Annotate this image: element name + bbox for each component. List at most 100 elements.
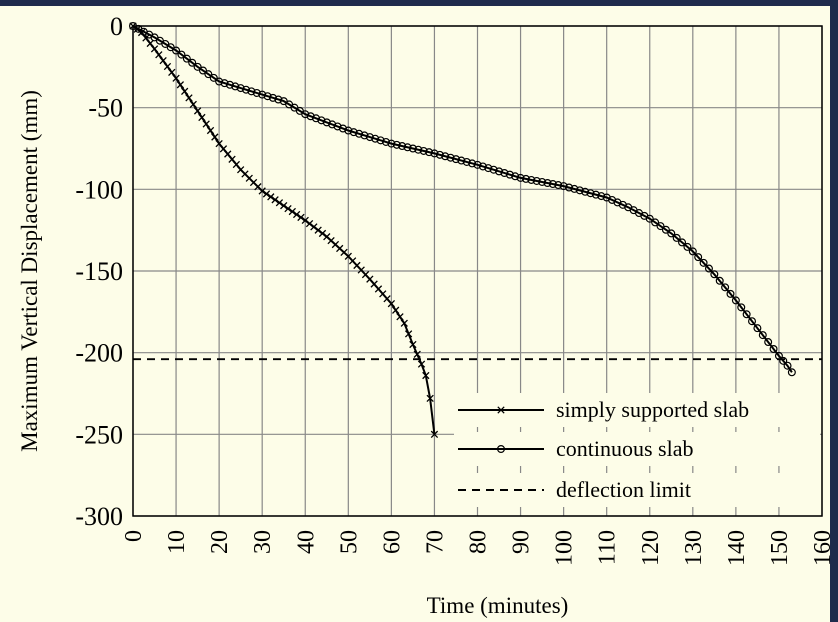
data-point	[764, 338, 773, 347]
data-point	[425, 148, 434, 157]
data-point	[678, 238, 687, 247]
x-tick-label: 20	[207, 530, 233, 554]
data-point	[398, 142, 407, 151]
data-point	[211, 133, 219, 141]
data-point	[758, 331, 767, 340]
data-point	[360, 131, 369, 140]
data-point	[318, 229, 327, 238]
data-point	[581, 187, 590, 196]
x-tick-label: 10	[164, 530, 190, 554]
y-axis-ticks: 0 -50 -100 -150 -200 -250 -300	[75, 12, 123, 531]
data-point	[258, 187, 266, 195]
data-point	[704, 264, 713, 273]
data-point	[365, 133, 374, 142]
data-point	[242, 85, 251, 94]
data-point	[468, 159, 477, 168]
data-point	[349, 128, 358, 137]
series-layer	[129, 22, 822, 438]
legend-label: continuous slab	[556, 436, 694, 461]
data-point	[215, 77, 224, 86]
data-point	[317, 116, 326, 125]
data-point	[783, 361, 792, 370]
data-point	[236, 84, 245, 93]
plot-area-frame	[132, 25, 823, 517]
y-tick-label: -150	[75, 257, 123, 286]
data-point	[280, 202, 288, 210]
x-tick-label: 120	[638, 530, 664, 566]
data-point	[193, 107, 202, 115]
data-point	[478, 162, 487, 171]
data-point	[252, 88, 261, 97]
data-point	[446, 153, 455, 162]
data-point	[586, 189, 595, 198]
data-point	[575, 186, 584, 195]
data-point	[333, 122, 342, 131]
legend-item-0: simply supported slab	[454, 393, 820, 427]
data-point	[731, 296, 740, 305]
data-point	[661, 225, 670, 234]
data-point	[769, 344, 778, 353]
data-point	[292, 210, 301, 219]
data-point	[159, 56, 167, 65]
data-point	[305, 219, 314, 228]
data-point	[403, 143, 412, 152]
x-tick-label: 60	[379, 530, 405, 554]
data-point	[721, 283, 730, 292]
legend-label: simply supported slab	[556, 397, 749, 422]
data-point	[554, 181, 563, 190]
data-point	[188, 58, 197, 67]
x-tick-label: 110	[595, 530, 621, 565]
data-point	[228, 155, 236, 163]
data-point	[645, 214, 654, 223]
data-point	[231, 82, 240, 91]
y-tick-label: -100	[75, 175, 123, 204]
data-point	[787, 368, 796, 377]
data-point	[408, 144, 417, 153]
data-point	[275, 199, 284, 207]
x-tick-label: 150	[767, 530, 793, 566]
data-point	[426, 394, 434, 403]
top-frame-bar	[0, 0, 838, 6]
data-point	[181, 87, 189, 95]
data-point	[301, 110, 310, 119]
legend-label: deflection limit	[556, 477, 691, 502]
data-point	[387, 139, 396, 148]
data-point	[430, 149, 439, 158]
legend-item-1: continuous slab	[454, 432, 820, 466]
series-continuous-slab	[129, 22, 796, 377]
data-point	[224, 150, 232, 158]
data-point	[683, 242, 692, 251]
data-point	[516, 173, 525, 182]
x-tick-label: 80	[466, 530, 492, 554]
data-point	[737, 303, 746, 312]
data-point	[172, 74, 180, 82]
data-point	[225, 80, 234, 89]
legend: simply supported slab continuous slab defl…	[454, 393, 820, 507]
data-point	[414, 145, 423, 154]
data-point	[344, 126, 353, 135]
data-point	[392, 140, 401, 149]
data-point	[392, 306, 400, 314]
data-point	[182, 54, 191, 63]
data-point	[150, 45, 159, 53]
data-point	[511, 172, 520, 181]
x-tick-label: 70	[422, 530, 448, 554]
data-point	[521, 174, 530, 183]
data-point	[715, 276, 724, 285]
data-point	[297, 213, 305, 222]
data-point	[163, 62, 172, 71]
data-point	[220, 79, 229, 88]
data-point	[497, 445, 506, 454]
data-point	[355, 129, 364, 138]
data-point	[176, 81, 185, 89]
right-frame-bar	[830, 0, 838, 622]
data-point	[451, 155, 460, 164]
data-point	[209, 73, 218, 82]
data-point	[500, 169, 509, 178]
data-point	[185, 94, 193, 102]
data-point	[338, 124, 347, 133]
data-point	[779, 356, 788, 365]
data-point	[247, 87, 256, 96]
data-point	[310, 223, 318, 231]
